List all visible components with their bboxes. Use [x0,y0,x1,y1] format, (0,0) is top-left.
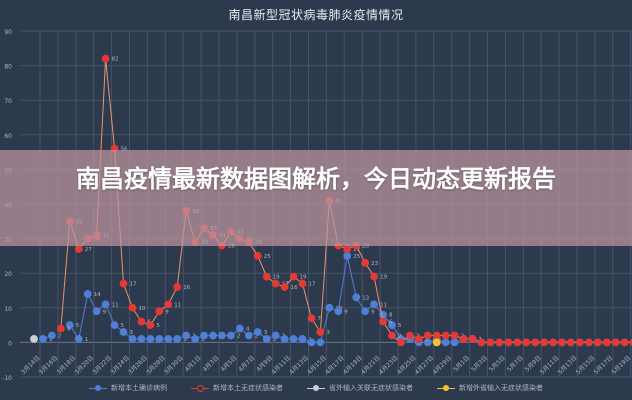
legend-item-imported-linked[interactable]: 省外输入关联无症状感染者 [307,383,413,393]
svg-text:27: 27 [85,247,92,253]
svg-text:27: 27 [353,247,360,253]
svg-text:19: 19 [380,275,387,281]
svg-text:5: 5 [121,323,125,329]
svg-text:7: 7 [317,316,321,322]
chart-legend: 新增本土确诊病例 新增本土无症状感染者 省外输入关联无症状感染者 新增外省输入无… [0,383,632,393]
svg-text:17: 17 [130,282,137,288]
svg-text:2: 2 [58,333,62,339]
svg-text:19: 19 [273,275,280,281]
svg-text:11: 11 [380,302,387,308]
svg-text:13: 13 [362,295,369,301]
svg-text:16: 16 [183,285,190,291]
svg-text:4: 4 [246,327,250,333]
svg-text:5: 5 [398,323,402,329]
legend-label: 新增本土无症状感染者 [213,384,283,392]
svg-text:80: 80 [4,64,12,71]
svg-text:3: 3 [130,330,134,336]
legend-label: 新增本土确诊病例 [111,384,167,392]
svg-text:8: 8 [389,313,393,319]
legend-line-dot-icon [307,384,325,392]
legend-label: 省外输入关联无症状感染者 [329,384,413,392]
svg-text:70: 70 [4,98,12,105]
svg-text:4月7日: 4月7日 [237,354,256,373]
svg-text:2: 2 [237,333,241,339]
legend-line-dot-icon [89,384,107,392]
svg-text:3: 3 [264,330,268,336]
svg-text:28: 28 [228,244,235,250]
legend-label: 新增外省输入无症状感染者 [459,384,543,392]
headline-text: 南昌疫情最新数据图解析，今日动态更新报告 [76,165,556,193]
svg-text:17: 17 [309,282,316,288]
svg-text:9: 9 [165,309,169,315]
svg-text:9: 9 [344,309,348,315]
svg-text:1: 1 [273,337,277,343]
svg-text:5: 5 [156,323,160,329]
legend-line-dot-icon [191,384,209,392]
svg-text:2: 2 [255,333,258,339]
svg-text:14: 14 [94,292,101,298]
svg-text:28: 28 [362,244,369,250]
svg-text:11: 11 [112,302,119,308]
svg-text:56: 56 [121,147,128,153]
svg-text:25: 25 [264,254,271,260]
svg-text:5月5日: 5月5日 [488,354,507,373]
svg-text:1: 1 [85,337,89,343]
svg-text:11: 11 [174,302,181,308]
svg-text:5: 5 [76,323,80,329]
svg-text:82: 82 [112,57,119,63]
svg-text:2: 2 [398,333,402,339]
svg-text:90: 90 [4,29,12,36]
legend-line-dot-icon [437,384,455,392]
legend-item-confirmed[interactable]: 新增本土确诊病例 [89,383,167,393]
svg-text:9: 9 [371,309,375,315]
svg-text:23: 23 [371,261,378,267]
svg-text:4: 4 [67,327,71,333]
svg-text:25: 25 [353,254,360,260]
svg-text:5月3日: 5月3日 [470,354,489,373]
svg-text:3月30日: 3月30日 [163,354,185,376]
svg-text:4月5日: 4月5日 [219,354,238,373]
svg-text:19: 19 [300,275,307,281]
svg-text:1: 1 [49,337,53,343]
svg-text:3: 3 [326,330,330,336]
svg-text:10: 10 [4,306,12,313]
svg-text:9: 9 [103,309,107,315]
svg-text:4月1日: 4月1日 [184,354,203,373]
svg-text:6: 6 [389,320,393,326]
svg-text:-10: -10 [2,375,12,382]
svg-text:5月7日: 5月7日 [506,354,525,373]
svg-text:0: 0 [8,340,12,347]
headline-banner: 南昌疫情最新数据图解析，今日动态更新报告 [0,150,632,246]
legend-item-asymptomatic[interactable]: 新增本土无症状感染者 [191,383,283,393]
svg-text:1: 1 [425,337,429,343]
chart-title: 南昌新型冠状病毒肺炎疫情情况 [228,8,404,22]
svg-text:1: 1 [183,337,187,343]
svg-text:5月1日: 5月1日 [452,354,471,373]
svg-text:1: 1 [201,337,205,343]
svg-text:60: 60 [4,133,12,140]
svg-text:16: 16 [291,285,298,291]
svg-text:20: 20 [4,271,12,278]
svg-text:4月3日: 4月3日 [202,354,221,373]
svg-text:10: 10 [138,306,145,312]
svg-text:5月19日: 5月19日 [611,354,632,376]
legend-item-imported-province[interactable]: 新增外省输入无症状感染者 [437,383,543,393]
svg-text:4月29日: 4月29日 [432,354,454,376]
